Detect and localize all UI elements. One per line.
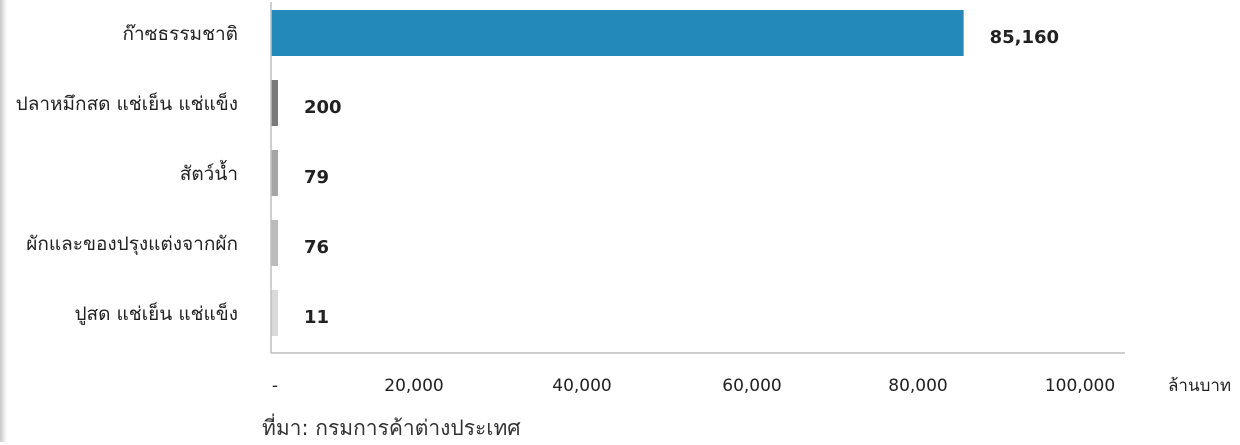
bar-1 bbox=[271, 80, 278, 126]
bars-layer bbox=[271, 10, 964, 336]
bar-4 bbox=[271, 290, 278, 336]
x-unit-label: ล้านบาท bbox=[1168, 376, 1231, 396]
category-label-2: สัตว์น้ำ bbox=[180, 160, 238, 185]
category-label-4: ปูสด แช่เย็น แช่แข็ง bbox=[75, 301, 239, 325]
category-label-0: ก๊าซธรรมชาติ bbox=[122, 23, 238, 45]
value-label-2: 79 bbox=[304, 167, 329, 188]
x-tick-1: 20,000 bbox=[384, 376, 443, 396]
left-edge-shadow bbox=[0, 0, 7, 442]
x-tick-0: - bbox=[272, 376, 278, 396]
value-label-4: 11 bbox=[304, 307, 329, 328]
value-label-1: 200 bbox=[304, 97, 342, 118]
x-tick-5: 100,000 bbox=[1045, 376, 1115, 396]
bar-2 bbox=[271, 150, 278, 196]
bar-0 bbox=[271, 10, 964, 56]
bar-3 bbox=[271, 220, 278, 266]
value-labels: 85,160 200 79 76 11 bbox=[304, 27, 1059, 328]
value-label-0: 85,160 bbox=[990, 27, 1059, 48]
bar-chart: ก๊าซธรรมชาติปลาหมึกสด แช่เย็น แช่แข็งสัต… bbox=[16, 2, 1231, 396]
x-tick-4: 80,000 bbox=[888, 376, 947, 396]
category-label-1: ปลาหมึกสด แช่เย็น แช่แข็ง bbox=[16, 91, 238, 115]
category-label-3: ผักและของปรุงแต่งจากผัก bbox=[26, 233, 238, 256]
x-tick-labels: - 20,000 40,000 60,000 80,000 100,000 bbox=[272, 376, 1115, 396]
source-note: ที่มา: กรมการค้าต่างประเทศ bbox=[262, 416, 521, 440]
x-tick-2: 40,000 bbox=[552, 376, 611, 396]
category-labels: ก๊าซธรรมชาติปลาหมึกสด แช่เย็น แช่แข็งสัต… bbox=[16, 23, 238, 325]
value-label-3: 76 bbox=[304, 237, 329, 258]
x-tick-3: 60,000 bbox=[722, 376, 781, 396]
